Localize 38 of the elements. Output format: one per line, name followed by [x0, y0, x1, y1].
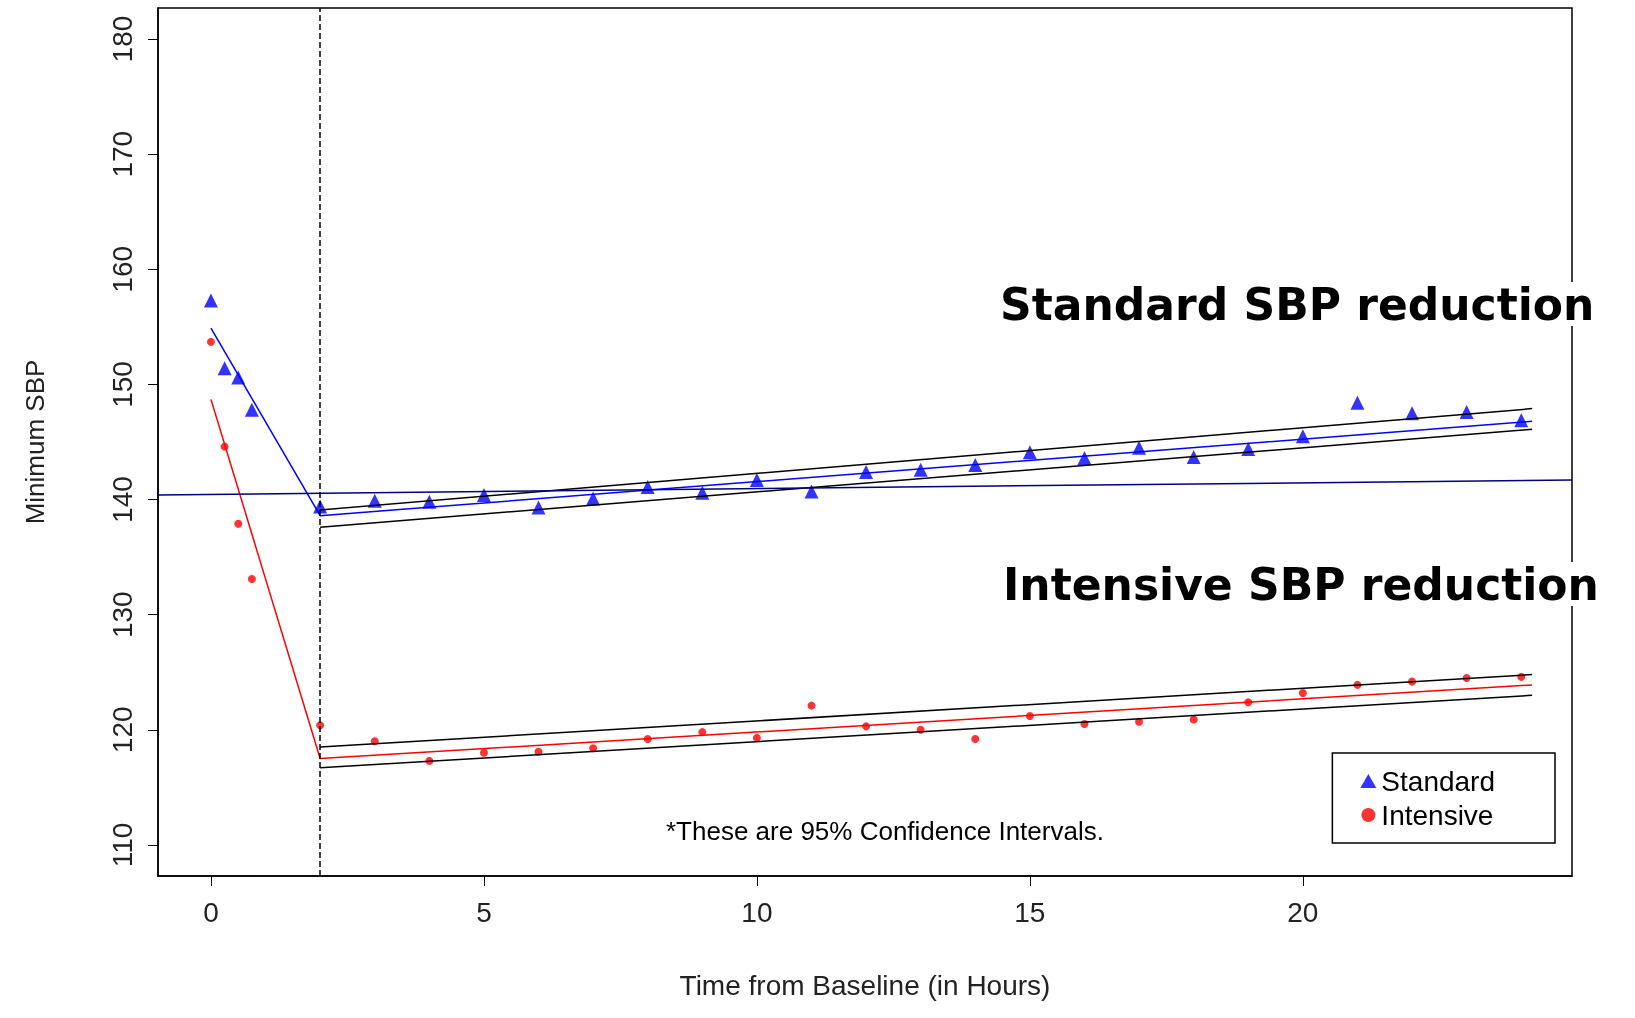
point	[1350, 395, 1365, 410]
point	[968, 458, 983, 473]
point	[1189, 715, 1198, 724]
x-axis-title: Time from Baseline (in Hours)	[679, 969, 1051, 1001]
y-tick-label: 120	[106, 706, 138, 754]
annotation: *These are 95% Confidence Intervals.	[666, 816, 1104, 846]
x-tick-label: 15	[1014, 896, 1046, 928]
point	[1298, 688, 1307, 697]
point	[203, 293, 218, 308]
x-tick-label: 0	[203, 896, 219, 928]
y-tick-label: 170	[106, 130, 138, 178]
x-tick-label: 20	[1287, 896, 1319, 928]
point	[807, 701, 816, 710]
point	[752, 733, 761, 742]
y-tick-label: 180	[106, 15, 138, 63]
legend-label: Intensive	[1381, 799, 1494, 831]
point	[971, 735, 980, 744]
point	[234, 519, 243, 528]
point	[804, 484, 819, 499]
legend-label: Standard	[1381, 765, 1495, 797]
y-tick-label: 150	[106, 361, 138, 408]
point	[589, 744, 598, 753]
x-tick-label: 10	[741, 896, 773, 928]
x-tick-label: 5	[476, 896, 492, 928]
annotation: Standard SBP reduction	[1000, 278, 1595, 330]
y-tick-label: 160	[106, 245, 138, 293]
annotation: Intensive SBP reduction	[1003, 558, 1599, 610]
point	[206, 337, 215, 346]
point	[479, 748, 488, 757]
y-tick-label: 110	[106, 822, 138, 868]
point	[913, 462, 928, 477]
point	[244, 402, 259, 417]
y-tick-label: 130	[106, 591, 138, 639]
y-tick-label: 140	[106, 476, 138, 523]
point	[247, 574, 256, 583]
point	[217, 361, 232, 376]
point	[1186, 449, 1201, 464]
y-axis-title: Minimum SBP	[20, 359, 50, 525]
